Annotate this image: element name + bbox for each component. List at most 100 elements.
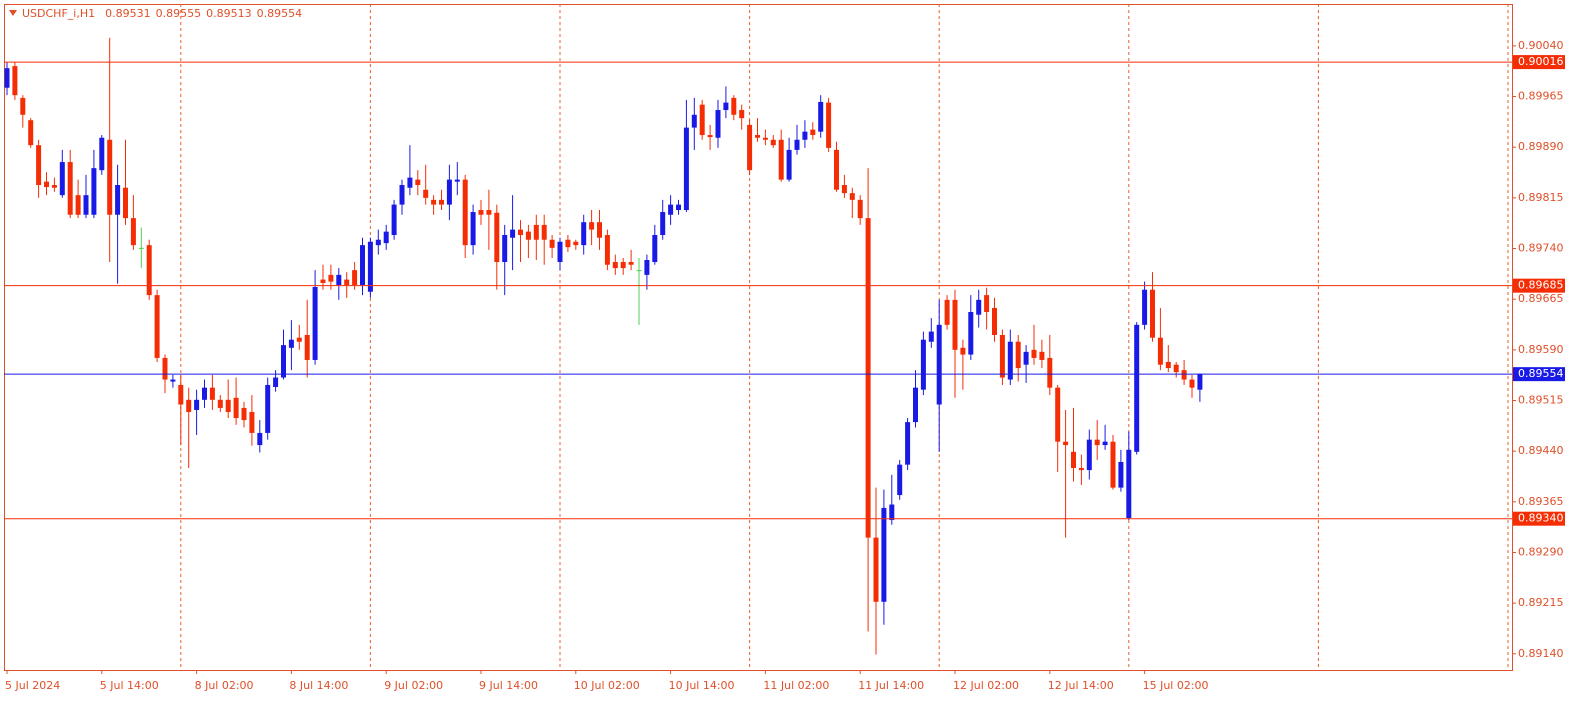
candle-body	[107, 139, 113, 215]
plot-frame	[4, 4, 1513, 671]
candle-body	[1150, 289, 1155, 338]
candle-body	[470, 212, 476, 246]
candle-body	[209, 387, 215, 400]
price-label: 0.89685	[1518, 279, 1564, 292]
candle-body	[59, 162, 65, 196]
candle-body	[446, 179, 452, 205]
candle-body	[525, 231, 531, 240]
candle-body	[217, 399, 223, 408]
candle-body	[391, 204, 397, 236]
y-tick-label: 0.89665	[1518, 292, 1564, 305]
candle-body	[28, 120, 34, 146]
candle-body	[99, 137, 105, 171]
y-tick-label: 0.89890	[1518, 140, 1564, 153]
candle-body	[1142, 289, 1148, 325]
candle-body	[865, 218, 871, 538]
candle-body	[170, 379, 176, 382]
y-tick-label: 0.89140	[1518, 647, 1564, 660]
x-tick-label: 11 Jul 02:00	[763, 679, 829, 692]
candle-body	[1094, 439, 1100, 446]
candle-body	[20, 97, 26, 115]
candle-body	[202, 387, 207, 400]
candle-body	[597, 222, 602, 238]
candle-body	[36, 145, 42, 186]
candle-body	[628, 262, 634, 265]
candle-body	[1118, 461, 1124, 488]
candle-body	[1126, 449, 1132, 519]
candle-body	[770, 139, 776, 146]
candle-body	[399, 185, 405, 205]
candle-body	[1047, 357, 1053, 388]
candle-body	[1110, 441, 1116, 488]
candle-body	[233, 397, 239, 419]
candle-body	[1039, 351, 1045, 360]
title-value: 0.89513	[206, 7, 252, 20]
candle-body	[360, 245, 365, 285]
x-tick-label: 8 Jul 14:00	[289, 679, 348, 692]
candle-body	[834, 149, 839, 190]
candle-body	[510, 229, 516, 238]
candle-body	[178, 384, 184, 405]
candle-body	[960, 347, 966, 355]
candle-body	[265, 384, 271, 433]
candle-body	[375, 239, 381, 246]
candle-body	[683, 127, 689, 211]
x-tick-label: 11 Jul 14:00	[858, 679, 924, 692]
candle-body	[976, 299, 982, 315]
chart-title: USDCHF_i,H1	[22, 7, 95, 20]
candle-body	[636, 270, 642, 272]
candle-body	[920, 339, 926, 390]
candle-body	[518, 229, 523, 236]
candle-body	[281, 345, 286, 378]
candle-body	[1102, 441, 1108, 446]
candle-body	[1063, 441, 1069, 446]
candle-body	[257, 432, 263, 446]
candle-body	[573, 241, 579, 246]
candle-body	[715, 110, 721, 138]
price-label-box	[1513, 511, 1565, 526]
candle-body	[494, 212, 500, 263]
candle-body	[478, 210, 484, 215]
candle-body	[660, 212, 666, 236]
menu-triangle[interactable]	[9, 10, 17, 16]
candle-body	[826, 102, 832, 148]
candle-body	[225, 399, 231, 412]
candle-body	[154, 295, 160, 358]
candle-body	[415, 179, 421, 186]
y-tick-label: 0.89965	[1518, 90, 1564, 103]
price-label: 0.90016	[1518, 55, 1564, 68]
candle-body	[83, 195, 89, 215]
candle-body	[312, 287, 318, 360]
price-label-box	[1513, 367, 1565, 382]
candle-body	[1157, 337, 1163, 365]
candle-body	[1181, 370, 1187, 380]
candle-body	[4, 68, 10, 88]
candle-body	[612, 262, 618, 269]
candle-body	[589, 222, 595, 230]
candle-body	[913, 387, 918, 423]
candle-body	[731, 97, 737, 115]
candle-body	[1055, 387, 1061, 442]
x-tick-label: 15 Jul 02:00	[1143, 679, 1209, 692]
price-label-box	[1513, 278, 1565, 293]
candle-body	[668, 204, 674, 215]
candle-body	[849, 193, 855, 200]
y-tick-label: 0.89815	[1518, 191, 1564, 204]
y-tick-label: 0.89590	[1518, 343, 1564, 356]
candle-body	[162, 357, 168, 380]
candle-body	[439, 199, 444, 205]
candle-body	[1071, 451, 1076, 469]
candle-body	[1023, 351, 1029, 365]
candle-body	[67, 162, 73, 215]
candle-body	[288, 339, 294, 348]
candle-body	[12, 66, 18, 96]
y-tick-label: 0.89440	[1518, 444, 1564, 457]
candle-body	[336, 274, 342, 285]
candle-body	[984, 295, 990, 313]
candle-body	[344, 279, 350, 285]
candle-body	[431, 199, 437, 205]
y-tick-label: 0.89215	[1518, 596, 1564, 609]
candle-body	[905, 422, 911, 465]
candle-body	[91, 168, 97, 215]
